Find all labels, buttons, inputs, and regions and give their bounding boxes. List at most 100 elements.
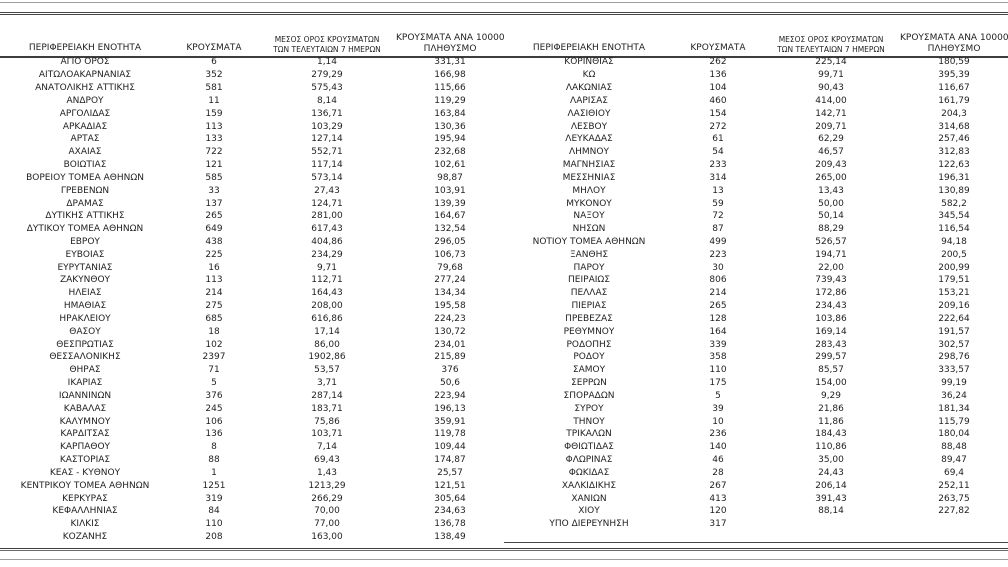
table-row: ΕΥΡΥΤΑΝΙΑΣ 16 9,71 79,68 — [0, 261, 504, 274]
cases-value: 413 — [709, 493, 727, 504]
region-name: ΑΧΑΪΑΣ — [68, 147, 102, 158]
avg7-value: 391,43 — [815, 493, 847, 504]
table-row: ΜΑΓΝΗΣΙΑΣ 233 209,43 122,63 — [504, 159, 1008, 172]
cases-value: 33 — [208, 185, 220, 196]
table-row: ΘΑΣΟΥ 18 17,14 130,72 — [0, 325, 504, 338]
table-row: ΚΑΣΤΟΡΙΑΣ 88 69,43 174,87 — [0, 454, 504, 467]
avg7-value: 35,00 — [818, 455, 844, 466]
region-name: ΧΙΟΥ — [578, 506, 600, 517]
region-name: ΚΩ — [582, 70, 596, 81]
table-body-right: ΚΟΡΙΝΘΙΑΣ 262 225,14 180,59 ΚΩ 136 99,71… — [504, 56, 1008, 531]
table-row: ΑΝΑΤΟΛΙΚΗΣ ΑΤΤΙΚΗΣ 581 575,43 115,66 — [0, 82, 504, 95]
region-name: ΔΥΤΙΚΗΣ ΑΤΤΙΚΗΣ — [45, 211, 125, 222]
per100k-value: 234,01 — [434, 339, 466, 350]
region-name: ΑΡΚΑΔΙΑΣ — [62, 121, 108, 132]
cases-value: 267 — [709, 480, 727, 491]
table-row: ΥΠΟ ΔΙΕΡΕΥΝΗΣΗ 317 — [504, 518, 1008, 531]
table-row: ΗΡΑΚΛΕΙΟΥ 685 616,86 224,23 — [0, 313, 504, 326]
table-row: ΔΡΑΜΑΣ 137 124,71 139,39 — [0, 197, 504, 210]
table-row: ΚΑΡΔΙΤΣΑΣ 136 103,71 119,78 — [0, 428, 504, 441]
per100k-value: 191,57 — [938, 326, 970, 337]
table-row: ΑΧΑΪΑΣ 722 552,71 232,68 — [0, 146, 504, 159]
avg7-value: 22,00 — [818, 262, 844, 273]
avg7-value: 110,86 — [815, 442, 847, 453]
cases-value: 214 — [709, 288, 727, 299]
cases-value: 5 — [715, 390, 721, 401]
cases-value: 61 — [712, 134, 724, 145]
right-table-bottom-border — [504, 542, 1008, 543]
table-row: ΚΩ 136 99,71 395,39 — [504, 69, 1008, 82]
table-row: ΚΟΖΑΝΗΣ 208 163,00 138,49 — [0, 531, 504, 544]
cases-value: 137 — [205, 198, 223, 209]
region-name: ΕΥΒΟΙΑΣ — [65, 249, 105, 260]
per100k-value: 196,31 — [938, 172, 970, 183]
per100k-value: 138,49 — [434, 532, 466, 543]
per100k-value: 102,61 — [434, 160, 466, 171]
avg7-value: 8,14 — [316, 95, 338, 106]
table-row: ΒΟΡΕΙΟΥ ΤΟΜΕΑ ΑΘΗΝΩΝ 585 573,14 98,87 — [0, 171, 504, 184]
per100k-value: 98,87 — [437, 172, 463, 183]
header-per100k: ΚΡΟΥΣΜΑΤΑ ΑΝΑ 100000 ΠΛΗΘΥΣΜΟ — [900, 33, 1008, 54]
region-name: ΘΗΡΑΣ — [69, 365, 101, 376]
avg7-value: 414,00 — [815, 95, 847, 106]
per100k-value: 263,75 — [938, 493, 970, 504]
per100k-value: 312,83 — [938, 147, 970, 158]
header-avg7-line2: ΤΩΝ ΤΕΛΕΥΤΑΙΩΝ 7 ΗΜΕΡΩΝ — [777, 44, 885, 54]
avg7-value: 287,14 — [311, 390, 343, 401]
per100k-value: 164,67 — [434, 211, 466, 222]
avg7-value: 46,57 — [818, 147, 844, 158]
cases-value: 113 — [205, 275, 223, 286]
cases-value: 358 — [709, 352, 727, 363]
avg7-value: 234,29 — [311, 249, 343, 260]
region-name: ΤΡΙΚΑΛΩΝ — [566, 429, 612, 440]
avg7-value: 3,71 — [316, 378, 338, 389]
cases-value: 18 — [208, 326, 220, 337]
per100k-value: 359,91 — [434, 416, 466, 427]
per100k-value: 50,6 — [439, 378, 461, 389]
table-row: ΖΑΚΥΝΘΟΥ 113 112,71 277,24 — [0, 274, 504, 287]
per100k-value: 136,78 — [434, 519, 466, 530]
avg7-value: 225,14 — [815, 57, 847, 68]
avg7-value: 1213,29 — [308, 480, 346, 491]
table-row: ΜΥΚΟΝΟΥ 59 50,00 582,2 — [504, 197, 1008, 210]
table-header-right: ΠΕΡΙΦΕΡΕΙΑΚΗ ΕΝΟΤΗΤΑ ΚΡΟΥΣΜΑΤΑ ΜΕΣΟΣ ΟΡΟ… — [504, 16, 1008, 56]
avg7-value: 17,14 — [314, 326, 340, 337]
avg7-value: 11,86 — [818, 416, 844, 427]
per100k-value: 130,89 — [938, 185, 970, 196]
table-row: ΚΙΛΚΙΣ 110 77,00 136,78 — [0, 518, 504, 531]
avg7-value: 234,43 — [815, 301, 847, 312]
region-name: ΦΛΩΡΙΝΑΣ — [565, 455, 613, 466]
avg7-value: 9,29 — [820, 390, 842, 401]
header-per100k-line1: ΚΡΟΥΣΜΑΤΑ ΑΝΑ 100000 — [396, 33, 504, 43]
table-row: ΣΑΜΟΥ 110 85,57 333,57 — [504, 364, 1008, 377]
avg7-value: 164,43 — [311, 288, 343, 299]
header-per100k-line1: ΚΡΟΥΣΜΑΤΑ ΑΝΑ 100000 — [900, 33, 1008, 43]
region-name: ΜΕΣΣΗΝΙΑΣ — [562, 172, 616, 183]
avg7-value: 209,43 — [815, 160, 847, 171]
region-name: ΛΕΥΚΑΔΑΣ — [565, 134, 613, 145]
avg7-value: 281,00 — [311, 211, 343, 222]
region-name: ΣΕΡΡΩΝ — [571, 378, 607, 389]
cases-value: 262 — [709, 57, 727, 68]
per100k-value: 69,4 — [943, 467, 965, 478]
table-row: ΗΜΑΘΙΑΣ 275 208,00 195,58 — [0, 300, 504, 313]
per100k-value: 234,63 — [434, 506, 466, 517]
table-row: ΑΡΓΟΛΙΔΑΣ 159 136,71 163,84 — [0, 107, 504, 120]
per100k-value: 181,34 — [938, 403, 970, 414]
region-name: ΧΑΝΙΩΝ — [571, 493, 607, 504]
table-bottom-border — [0, 548, 1008, 549]
table-row: ΚΕΡΚΥΡΑΣ 319 266,29 305,64 — [0, 492, 504, 505]
region-name: ΞΑΝΘΗΣ — [569, 249, 609, 260]
region-name: ΝΗΣΩΝ — [572, 224, 606, 235]
per100k-value: 103,91 — [434, 185, 466, 196]
cases-value: 806 — [709, 275, 727, 286]
cases-value: 159 — [205, 108, 223, 119]
table-row: ΣΥΡΟΥ 39 21,86 181,34 — [504, 402, 1008, 415]
region-name: ΚΕΡΚΥΡΑΣ — [62, 493, 108, 504]
header-avg7-line2: ΤΩΝ ΤΕΛΕΥΤΑΙΩΝ 7 ΗΜΕΡΩΝ — [273, 44, 381, 54]
avg7-value: 183,71 — [311, 403, 343, 414]
avg7-value: 127,14 — [311, 134, 343, 145]
cases-value: 121 — [205, 160, 223, 171]
region-name: ΑΙΤΩΛΟΑΚΑΡΝΑΝΙΑΣ — [38, 70, 132, 81]
cases-value: 72 — [712, 211, 724, 222]
